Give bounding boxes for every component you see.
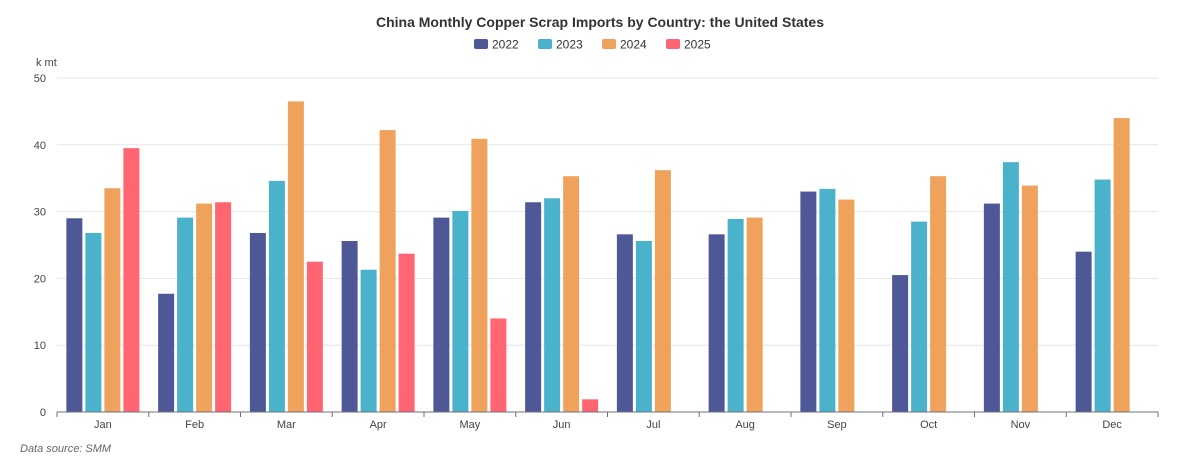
bar-2024-apr: [379, 130, 396, 412]
bar-2023-jun: [544, 198, 561, 412]
x-tick-label: Nov: [1011, 419, 1031, 431]
bar-2023-mar: [268, 180, 285, 412]
bar-2022-nov: [983, 203, 1000, 412]
bar-2024-sep: [838, 199, 855, 412]
bar-2024-oct: [930, 176, 947, 412]
y-tick-label: 40: [34, 140, 46, 152]
x-tick-label: Jun: [553, 419, 571, 431]
y-tick-label: 0: [40, 407, 46, 419]
legend-label-2025: 2025: [684, 38, 711, 52]
legend-swatch-2024: [602, 39, 616, 49]
bar-2024-dec: [1113, 118, 1130, 412]
legend-swatch-2022: [474, 39, 488, 49]
bar-2022-mar: [249, 232, 266, 412]
legend: 2022 2023 2024 2025: [474, 38, 711, 52]
y-tick-label: 10: [34, 340, 46, 352]
bar-2025-jan: [123, 148, 140, 412]
bar-2024-aug: [746, 217, 763, 412]
bar-2022-jan: [66, 218, 83, 412]
y-tick-label: 20: [34, 273, 46, 285]
bar-2022-jul: [616, 234, 633, 412]
y-tick-label: 30: [34, 207, 46, 219]
bar-2023-nov: [1002, 162, 1019, 412]
grid: [57, 77, 1158, 346]
bar-2023-dec: [1094, 179, 1111, 412]
y-axis: 0 10 20 30 40 50: [34, 73, 46, 419]
x-axis: Jan Feb Mar Apr May Jun Jul Aug Sep Oct Nov Dec: [56, 412, 1159, 431]
bar-2022-sep: [800, 191, 817, 412]
bar-2024-jan: [104, 188, 121, 412]
bar-2023-jan: [85, 232, 102, 412]
legend-swatch-2025: [666, 39, 680, 49]
x-tick-label: Feb: [185, 419, 204, 431]
y-tick-label: 50: [34, 73, 46, 85]
legend-label-2022: 2022: [492, 38, 519, 52]
bar-2023-apr: [360, 269, 377, 412]
y-axis-unit: k mt: [36, 57, 57, 69]
x-tick-label: Mar: [277, 419, 296, 431]
bar-2023-aug: [727, 218, 744, 412]
bar-2024-jul: [654, 170, 671, 412]
bar-2025-apr: [398, 253, 415, 412]
bar-2025-feb: [215, 202, 232, 412]
bar-2022-jun: [525, 202, 542, 412]
bar-2024-mar: [287, 101, 304, 412]
x-tick-label: Sep: [827, 419, 847, 431]
x-tick-label: Apr: [370, 419, 387, 431]
bar-2025-jun: [582, 399, 599, 412]
bar-2023-may: [452, 210, 469, 412]
bar-2025-may: [490, 318, 507, 412]
bar-2023-jul: [635, 240, 652, 412]
bar-2023-feb: [177, 217, 194, 412]
x-tick-label: Aug: [735, 419, 755, 431]
bar-2022-oct: [892, 275, 909, 412]
bar-2024-jun: [563, 176, 580, 412]
chart-title: China Monthly Copper Scrap Imports by Co…: [376, 14, 824, 30]
bar-2024-may: [471, 138, 488, 412]
bar-2022-may: [433, 217, 450, 412]
legend-swatch-2023: [538, 39, 552, 49]
bar-2022-apr: [341, 240, 358, 412]
bar-2023-sep: [819, 188, 836, 412]
data-source: Data source: SMM: [20, 443, 112, 455]
x-tick-label: May: [459, 419, 480, 431]
bar-2022-feb: [158, 293, 175, 412]
bar-2023-oct: [911, 221, 928, 412]
x-tick-label: Jul: [646, 419, 660, 431]
x-tick-label: Dec: [1102, 419, 1122, 431]
x-tick-label: Jan: [94, 419, 112, 431]
bars: [66, 101, 1130, 412]
x-tick-label: Oct: [920, 419, 937, 431]
bar-2024-feb: [196, 203, 213, 412]
bar-2024-nov: [1021, 185, 1038, 412]
bar-2025-mar: [306, 261, 323, 412]
bar-2022-dec: [1075, 251, 1092, 412]
legend-label-2023: 2023: [556, 38, 583, 52]
bar-2022-aug: [708, 234, 725, 412]
legend-label-2024: 2024: [620, 38, 647, 52]
